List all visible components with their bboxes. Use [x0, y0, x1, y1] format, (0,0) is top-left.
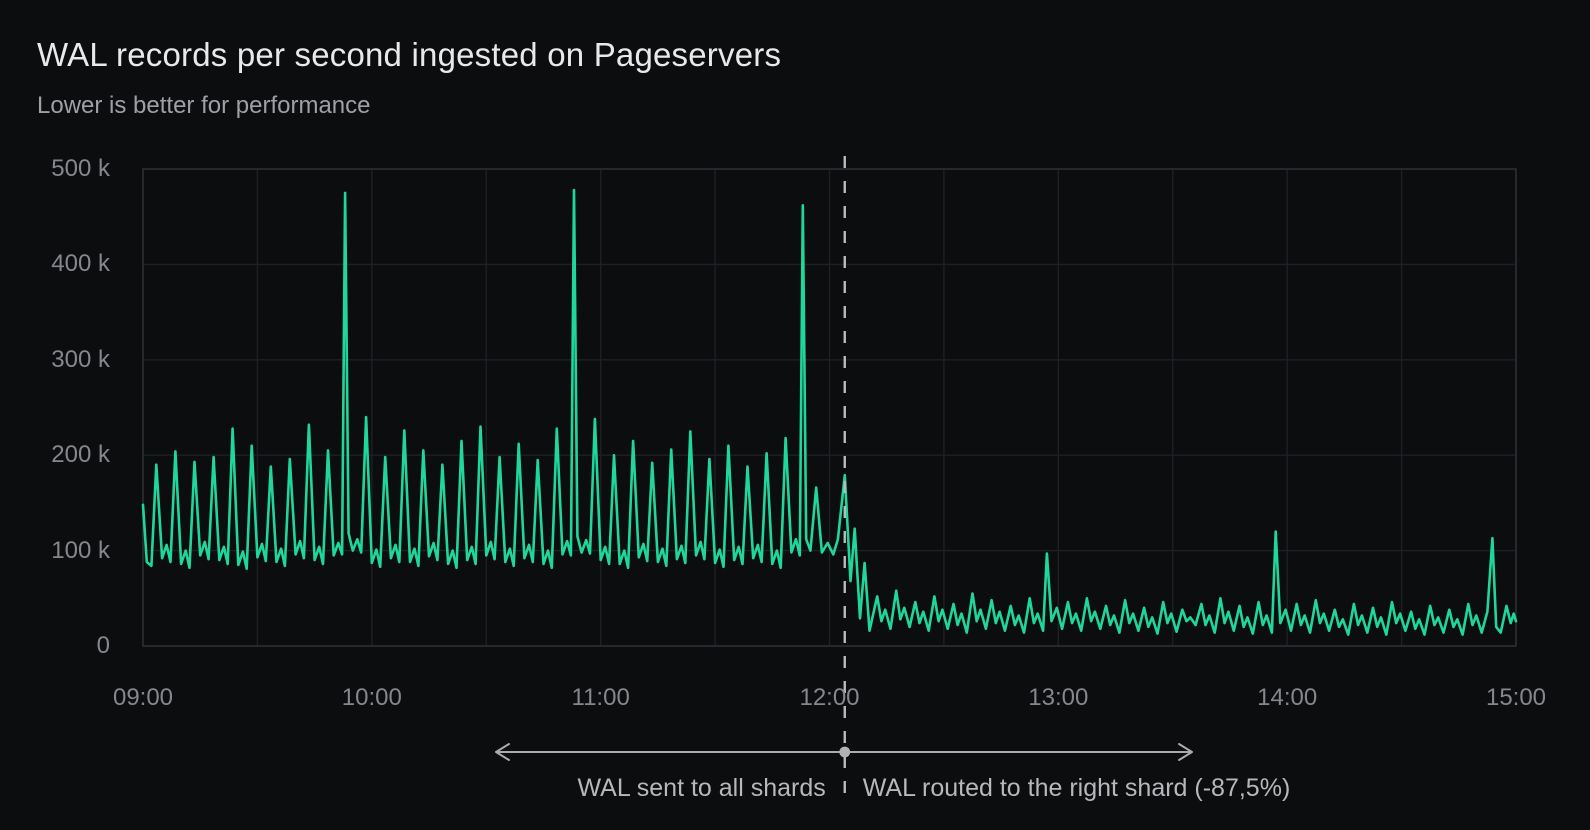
y-tick-label: 100 k — [51, 536, 110, 564]
y-tick-label: 400 k — [51, 250, 110, 278]
x-tick-label: 13:00 — [1028, 684, 1089, 711]
x-tick-label: 10:00 — [341, 684, 402, 711]
y-tick-label: 300 k — [51, 345, 110, 373]
x-tick-label: 12:00 — [799, 684, 860, 711]
annotation-arrow — [495, 743, 1193, 761]
chart-subtitle: Lower is better for performance — [37, 92, 371, 119]
y-tick-label: 500 k — [51, 155, 110, 182]
annotation-label-right: WAL routed to the right shard (-87,5%) — [862, 774, 1291, 802]
arrowhead-left-icon — [495, 743, 510, 761]
x-tick-label: 15:00 — [1485, 684, 1547, 711]
x-tick-label: 11:00 — [571, 684, 630, 711]
chart-title: WAL records per second ingested on Pages… — [37, 36, 782, 73]
wal-series-line — [141, 188, 1518, 636]
arrowhead-right-icon — [1178, 743, 1193, 761]
gridlines — [142, 168, 1517, 647]
x-tick-label: 09:00 — [112, 684, 174, 711]
y-tick-label: 200 k — [51, 441, 110, 469]
divider-dot-icon — [839, 746, 851, 758]
annotation-label-left: WAL sent to all shards — [577, 774, 826, 802]
y-tick-label: 0 — [96, 632, 110, 659]
plot-border — [142, 168, 1517, 647]
x-tick-label: 14:00 — [1257, 684, 1318, 711]
